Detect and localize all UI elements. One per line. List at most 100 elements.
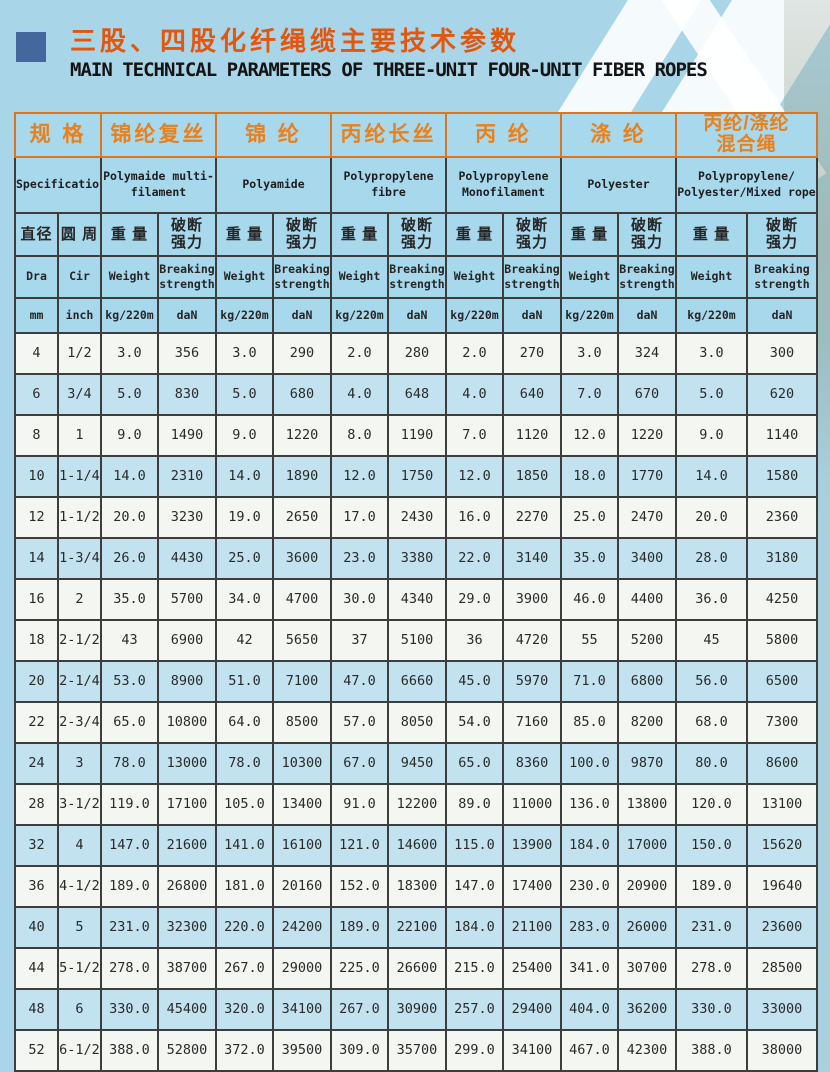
- breaking-strength-value: 3600: [272, 536, 332, 580]
- table-row: 18 2-1/2 43 6900 42 5650 37 5100 36 4720 55 5200 45 5…: [14, 618, 818, 662]
- breaking-strength-header: daN: [746, 296, 818, 334]
- breaking-strength-value: 13100: [746, 782, 818, 826]
- breaking-strength-value: 21600: [157, 823, 217, 867]
- weight-header: Weight: [445, 254, 504, 299]
- circumference-value: 4: [57, 823, 102, 867]
- page-title-en: MAIN TECHNICAL PARAMETERS OF THREE-UNIT …: [70, 59, 708, 82]
- weight-value: 3.0: [675, 331, 748, 375]
- breaking-strength-value: 52800: [157, 1028, 217, 1072]
- weight-value: 80.0: [675, 741, 748, 785]
- breaking-strength-value: 22100: [387, 905, 447, 949]
- breaking-strength-value: 6800: [617, 659, 677, 703]
- diameter-value: 52: [14, 1028, 59, 1072]
- weight-value: 45.0: [445, 659, 504, 703]
- breaking-strength-value: 1580: [746, 454, 818, 498]
- weight-header: kg/220m: [330, 296, 389, 334]
- circumference-value: 2-3/4: [57, 700, 102, 744]
- breaking-strength-value: 8050: [387, 700, 447, 744]
- group-header-en: Polypropylene fibre: [330, 155, 447, 214]
- column-header-en-row: Dra Cir Weight Breaking strength Weight Break…: [14, 254, 818, 299]
- weight-value: 120.0: [675, 782, 748, 826]
- weight-value: 14.0: [100, 454, 159, 498]
- group-header-zh: 锦 纶: [215, 112, 332, 158]
- weight-value: 388.0: [675, 1028, 748, 1072]
- breaking-strength-value: 29400: [502, 987, 562, 1031]
- weight-value: 85.0: [560, 700, 619, 744]
- weight-value: 35.0: [560, 536, 619, 580]
- breaking-strength-value: 35700: [387, 1028, 447, 1072]
- weight-value: 299.0: [445, 1028, 504, 1072]
- table-row: 44 5-1/2 278.0 38700 267.0 29000 225.0 26600 215…: [14, 946, 818, 990]
- weight-value: 35.0: [100, 577, 159, 621]
- weight-value: 105.0: [215, 782, 274, 826]
- breaking-strength-value: 3230: [157, 495, 217, 539]
- breaking-strength-value: 3140: [502, 536, 562, 580]
- weight-value: 57.0: [330, 700, 389, 744]
- diameter-value: 4: [14, 331, 59, 375]
- breaking-strength-value: 7160: [502, 700, 562, 744]
- breaking-strength-value: 356: [157, 331, 217, 375]
- weight-value: 341.0: [560, 946, 619, 990]
- breaking-strength-value: 20900: [617, 864, 677, 908]
- group-header-en: Specification: [14, 155, 102, 214]
- weight-value: 257.0: [445, 987, 504, 1031]
- group-header-zh: 锦纶复丝: [100, 112, 217, 158]
- weight-value: 5.0: [100, 372, 159, 416]
- circumference-header: inch: [57, 296, 102, 334]
- breaking-strength-value: 26000: [617, 905, 677, 949]
- diameter-value: 20: [14, 659, 59, 703]
- diameter-value: 40: [14, 905, 59, 949]
- weight-value: 267.0: [330, 987, 389, 1031]
- weight-value: 225.0: [330, 946, 389, 990]
- group-header-en: Polyester: [560, 155, 677, 214]
- circumference-header: Cir: [57, 254, 102, 299]
- breaking-strength-value: 5970: [502, 659, 562, 703]
- weight-header: 重 量: [100, 211, 159, 257]
- weight-header: 重 量: [675, 211, 748, 257]
- breaking-strength-value: 18300: [387, 864, 447, 908]
- weight-value: 68.0: [675, 700, 748, 744]
- weight-value: 189.0: [100, 864, 159, 908]
- weight-value: 4.0: [445, 372, 504, 416]
- column-header-zh-row: 直径圆 周重 量破断 强力重 量破断 强力重 量破断 强力重 量破断 强力重 量…: [14, 211, 818, 257]
- breaking-strength-value: 2270: [502, 495, 562, 539]
- group-header-en: Polypropylene Monofilament: [445, 155, 562, 214]
- weight-value: 78.0: [215, 741, 274, 785]
- weight-value: 278.0: [675, 946, 748, 990]
- circumference-value: 5-1/2: [57, 946, 102, 990]
- breaking-strength-value: 17400: [502, 864, 562, 908]
- group-header-zh: 涤 纶: [560, 112, 677, 158]
- weight-value: 89.0: [445, 782, 504, 826]
- breaking-strength-value: 11000: [502, 782, 562, 826]
- breaking-strength-header: Breaking strength: [617, 254, 677, 299]
- weight-value: 56.0: [675, 659, 748, 703]
- table-row: 6 3/4 5.0 830 5.0 680 4.0 648 4.0 640 7.0 670 5.0 620: [14, 372, 818, 416]
- breaking-strength-header: Breaking strength: [746, 254, 818, 299]
- breaking-strength-value: 6500: [746, 659, 818, 703]
- breaking-strength-value: 21100: [502, 905, 562, 949]
- weight-value: 43: [100, 618, 159, 662]
- table-row: 24 3 78.0 13000 78.0 10300 67.0 9450 65.0 8360 100…: [14, 741, 818, 785]
- weight-value: 18.0: [560, 454, 619, 498]
- weight-value: 34.0: [215, 577, 274, 621]
- diameter-value: 8: [14, 413, 59, 457]
- breaking-strength-value: 680: [272, 372, 332, 416]
- table-row: 48 6 330.0 45400 320.0 34100 267.0 30900 257.0 29…: [14, 987, 818, 1031]
- weight-header: 重 量: [445, 211, 504, 257]
- column-unit-row: mm inch kg/220m daN kg/220m daN kg/220m daN kg/2…: [14, 296, 818, 334]
- weight-value: 36: [445, 618, 504, 662]
- breaking-strength-value: 4250: [746, 577, 818, 621]
- breaking-strength-value: 20160: [272, 864, 332, 908]
- weight-value: 91.0: [330, 782, 389, 826]
- breaking-strength-value: 1140: [746, 413, 818, 457]
- weight-value: 30.0: [330, 577, 389, 621]
- weight-header: Weight: [100, 254, 159, 299]
- weight-value: 25.0: [560, 495, 619, 539]
- breaking-strength-value: 2310: [157, 454, 217, 498]
- breaking-strength-value: 7300: [746, 700, 818, 744]
- weight-value: 14.0: [675, 454, 748, 498]
- breaking-strength-value: 5100: [387, 618, 447, 662]
- weight-value: 3.0: [100, 331, 159, 375]
- breaking-strength-value: 13800: [617, 782, 677, 826]
- breaking-strength-value: 3180: [746, 536, 818, 580]
